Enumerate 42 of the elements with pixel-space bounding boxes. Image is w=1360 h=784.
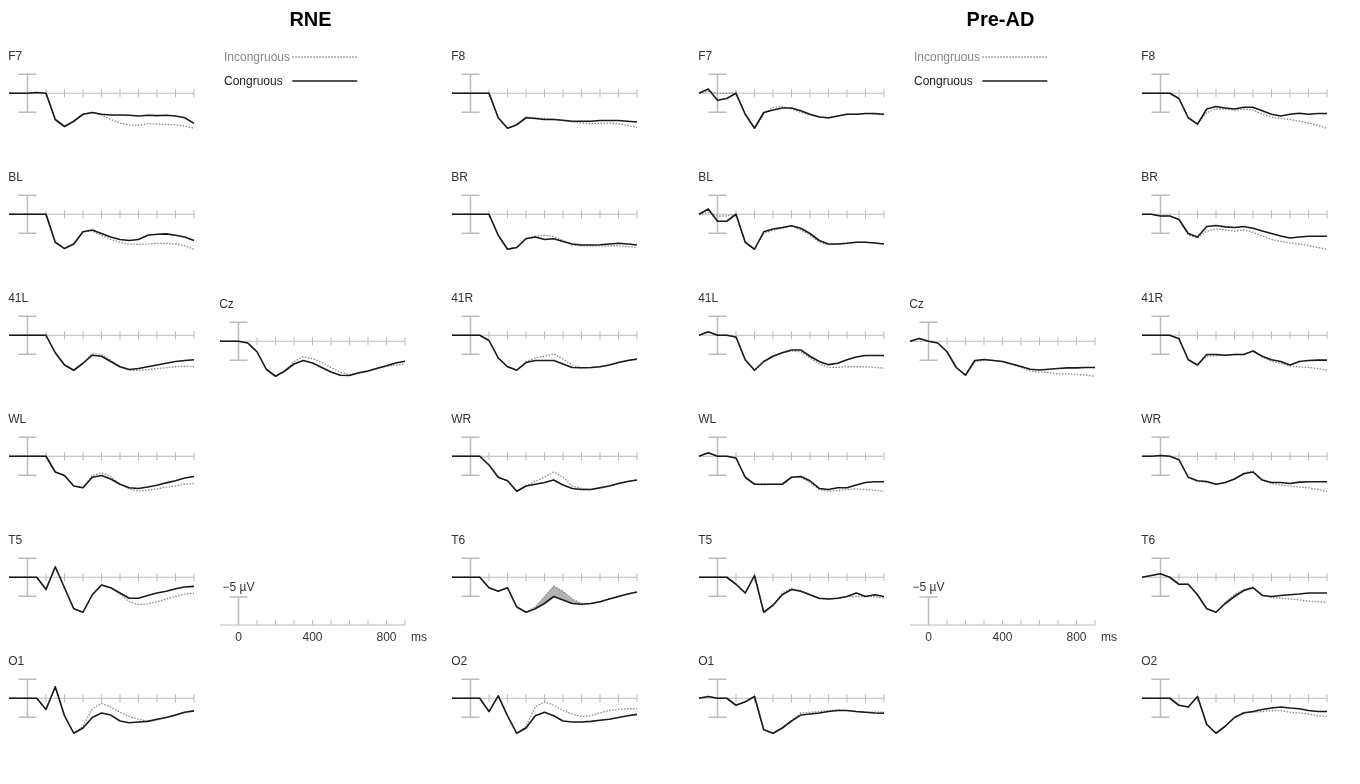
text: Congruous	[914, 74, 973, 88]
chart-title: BR	[451, 170, 469, 184]
chart-title: O2	[451, 654, 468, 668]
text: Congruous	[224, 74, 283, 88]
text: Incongruous	[224, 50, 291, 64]
chart-title: F8	[1141, 49, 1156, 63]
chart-title: WL	[698, 412, 717, 426]
chart-title: F8	[451, 49, 466, 63]
chart-title: 41R	[451, 291, 474, 305]
chart-title: O1	[698, 654, 715, 668]
text: Incongruous	[914, 50, 981, 64]
text: 400	[302, 630, 323, 644]
chart-title: WR	[1141, 412, 1162, 426]
text: RNE	[289, 8, 332, 30]
text: Pre-AD	[966, 8, 1035, 30]
chart-title: BL	[698, 170, 714, 184]
chart-title: 41L	[698, 291, 719, 305]
text: −5 µV	[222, 580, 255, 594]
chart-title: O2	[1141, 654, 1158, 668]
text: 400	[992, 630, 1013, 644]
chart-title: F7	[8, 49, 23, 63]
chart-title: T6	[451, 533, 466, 547]
chart-title: WL	[8, 412, 27, 426]
text: 0	[235, 630, 243, 644]
text: 0	[925, 630, 933, 644]
text: ms	[411, 630, 427, 644]
text: 800	[376, 630, 397, 644]
chart-title: T5	[8, 533, 23, 547]
chart-title: 41R	[1141, 291, 1164, 305]
text: 800	[1066, 630, 1087, 644]
chart-title: BR	[1141, 170, 1159, 184]
chart-title: 41L	[8, 291, 29, 305]
chart-title: T5	[698, 533, 713, 547]
text: ms	[1101, 630, 1117, 644]
chart-title: WR	[451, 412, 472, 426]
chart-title: O1	[8, 654, 25, 668]
chart-title: Cz	[219, 297, 234, 311]
chart-title: F7	[698, 49, 713, 63]
chart-title: Cz	[909, 297, 924, 311]
chart-title: T6	[1141, 533, 1156, 547]
text: −5 µV	[912, 580, 945, 594]
chart-title: BL	[8, 170, 24, 184]
